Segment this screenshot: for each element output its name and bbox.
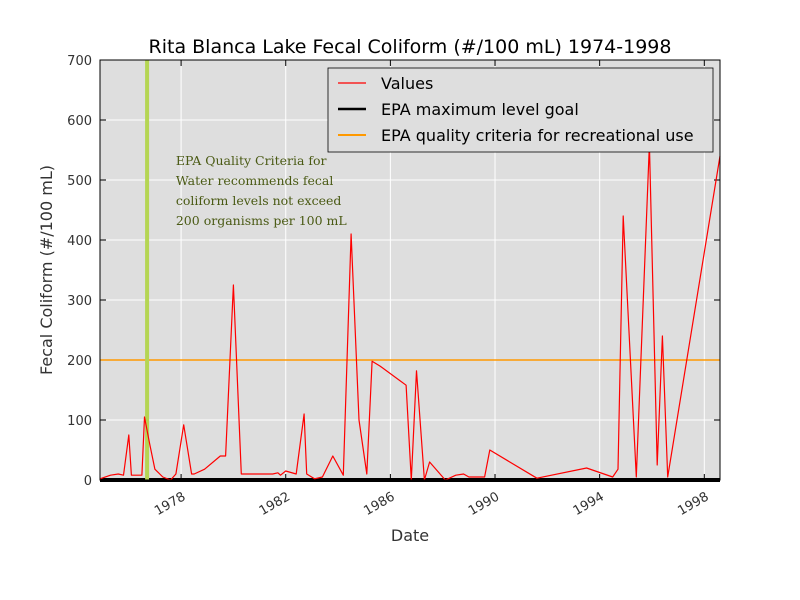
legend-label-values: Values <box>381 74 433 93</box>
y-tick-label: 0 <box>84 474 92 489</box>
annotation-line-3: coliform levels not exceed <box>176 193 342 208</box>
y-axis-label: Fecal Coliform (#/100 mL) <box>37 165 56 375</box>
x-tick-label: 1986 <box>361 489 397 519</box>
y-tick-label: 300 <box>67 294 92 309</box>
annotation-line-4: 200 organisms per 100 mL <box>176 213 347 228</box>
x-axis-label: Date <box>391 526 429 545</box>
chart-title: Rita Blanca Lake Fecal Coliform (#/100 m… <box>149 36 672 58</box>
plot-frame <box>99 59 721 481</box>
x-tick-label: 1998 <box>675 489 711 519</box>
annotation-line-2: Water recommends fecal <box>176 173 334 188</box>
legend: Values EPA maximum level goal EPA qualit… <box>327 67 714 153</box>
y-tick-label: 500 <box>67 174 92 189</box>
x-tick-label: 1990 <box>466 489 502 519</box>
y-tick-label: 600 <box>67 114 92 129</box>
series-values <box>99 143 721 481</box>
x-tick-label: 1982 <box>257 489 293 519</box>
y-tick-label: 700 <box>67 54 92 69</box>
legend-box <box>327 67 714 153</box>
annotation: EPA Quality Criteria for Water recommend… <box>176 153 347 228</box>
y-tick-label: 100 <box>67 414 92 429</box>
legend-label-epa-goal: EPA maximum level goal <box>381 100 579 119</box>
series-line-values <box>99 143 721 481</box>
legend-label-epa-criteria: EPA quality criteria for recreational us… <box>381 126 694 145</box>
x-tick-label: 1978 <box>152 489 188 519</box>
y-tick-label: 400 <box>67 234 92 249</box>
annotation-line-1: EPA Quality Criteria for <box>176 153 327 168</box>
x-tick-label: 1994 <box>571 489 607 519</box>
y-tick-label: 200 <box>67 354 92 369</box>
